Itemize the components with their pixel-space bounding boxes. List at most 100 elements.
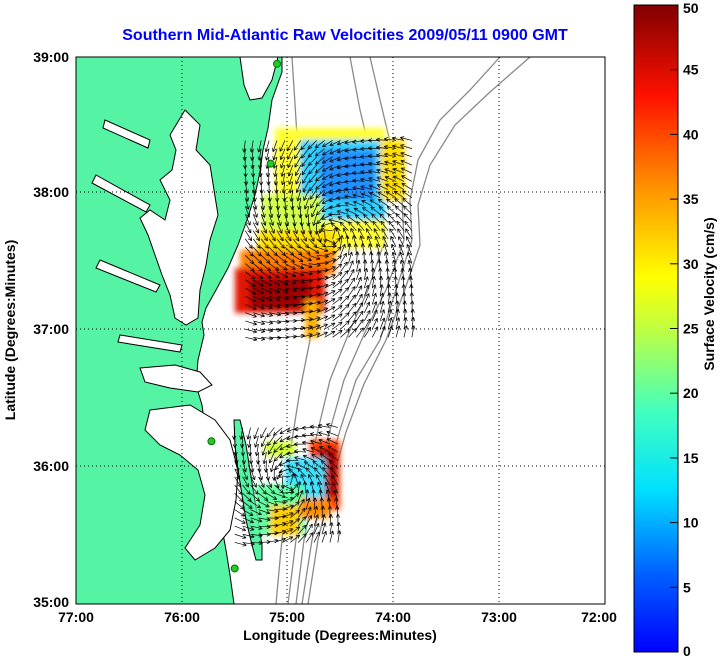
velocity-vector (301, 164, 310, 176)
colorbar-tick-label: 10 (683, 515, 699, 531)
velocity-vector (272, 140, 278, 152)
velocity-vector (261, 304, 273, 310)
velocity-vector (250, 492, 260, 502)
colorbar-tick-label: 25 (683, 321, 699, 337)
velocity-vector (320, 222, 333, 228)
velocity-vector (304, 205, 310, 219)
velocity-vector (367, 235, 373, 248)
velocity-vector (245, 255, 255, 265)
velocity-vector (244, 230, 253, 242)
velocity-vector (261, 287, 273, 294)
velocity-vector (234, 525, 247, 532)
velocity-vector (261, 312, 274, 317)
velocity-vector (314, 140, 325, 149)
velocity-vector (308, 156, 317, 166)
velocity-vector (300, 140, 310, 151)
velocity-vector (340, 270, 349, 281)
velocity-vector (329, 164, 341, 171)
velocity-vector (282, 490, 295, 495)
velocity-vector (321, 213, 333, 220)
velocity-vector (320, 460, 331, 469)
velocity-vector (302, 181, 310, 193)
velocity-vector (332, 313, 343, 322)
delaware-bay (239, 57, 279, 101)
velocity-vector (279, 148, 286, 161)
velocity-vector (364, 220, 373, 231)
velocity-vector (307, 148, 317, 158)
velocity-vector (254, 435, 259, 448)
velocity-vector (322, 172, 333, 180)
velocity-vector (268, 295, 281, 301)
velocity-vector (274, 492, 286, 499)
velocity-vector (387, 317, 393, 330)
velocity-vector (307, 140, 317, 150)
velocity-vector (356, 221, 365, 231)
velocity-vector (384, 144, 397, 150)
velocity-vector (297, 490, 304, 502)
velocity-vector (308, 181, 317, 192)
velocity-vector (244, 222, 252, 234)
velocity-vector (263, 460, 269, 473)
chesapeake-bay (139, 109, 219, 326)
velocity-vector (315, 164, 325, 174)
velocity-vector (253, 287, 265, 294)
velocity-vector (301, 148, 310, 159)
velocity-vector (324, 282, 336, 289)
velocity-vector (339, 221, 349, 231)
velocity-vector (317, 214, 325, 225)
velocity-vector (294, 156, 302, 168)
velocity-vector (315, 189, 325, 199)
y-tick-label: 36:00 (33, 458, 69, 474)
velocity-vector (399, 251, 405, 264)
velocity-vector (386, 205, 397, 215)
velocity-vector (280, 156, 286, 169)
velocity-vector (324, 266, 336, 273)
velocity-vector (356, 302, 364, 313)
velocity-vector (376, 168, 389, 174)
velocity-vector (288, 468, 299, 478)
velocity-vector (383, 137, 397, 142)
velocity-vector (282, 512, 294, 519)
velocity-vector (402, 197, 413, 207)
velocity-vector (300, 230, 307, 242)
velocity-vector (371, 326, 379, 338)
velocity-vector (336, 203, 349, 208)
velocity-vector (332, 305, 343, 314)
velocity-vector (267, 435, 275, 446)
velocity-vector (250, 148, 255, 161)
velocity-vector (258, 492, 269, 501)
velocity-vector (282, 528, 294, 535)
velocity-vector (323, 474, 331, 486)
velocity-vector (276, 246, 286, 256)
velocity-vector (336, 140, 349, 146)
velocity-vector (279, 460, 291, 466)
velocity-vector (329, 530, 335, 543)
velocity-vector (261, 443, 267, 456)
velocity-vector (332, 246, 342, 256)
velocity-vector (276, 287, 289, 293)
velocity-vector (352, 178, 365, 183)
velocity-vector (242, 517, 254, 524)
velocity-vector (239, 427, 244, 440)
velocity-vector (244, 197, 250, 210)
colorbar-tick-label: 20 (683, 385, 699, 401)
velocity-vector (292, 263, 305, 270)
velocity-vector (385, 191, 397, 199)
velocity-vector (324, 258, 337, 264)
velocity-vector (373, 228, 381, 240)
velocity-vector (257, 148, 262, 161)
y-axis: 39:00 38:00 37:00 36:00 35:00 Latitude (… (2, 49, 69, 610)
velocity-vector (400, 159, 413, 166)
velocity-vector (384, 176, 397, 182)
colorbar: 0 5 10 15 20 25 30 35 40 45 50 Surface Velocity (c… (633, 0, 717, 659)
velocity-vector (245, 263, 255, 272)
velocity-vector (378, 206, 389, 215)
velocity-vector (324, 306, 336, 314)
velocity-vector (340, 304, 350, 313)
velocity-vector (395, 325, 401, 338)
velocity-vector (332, 280, 343, 289)
velocity-vector (266, 492, 277, 500)
velocity-vector (362, 207, 373, 215)
velocity-vector (369, 192, 381, 199)
velocity-vector (286, 458, 299, 463)
